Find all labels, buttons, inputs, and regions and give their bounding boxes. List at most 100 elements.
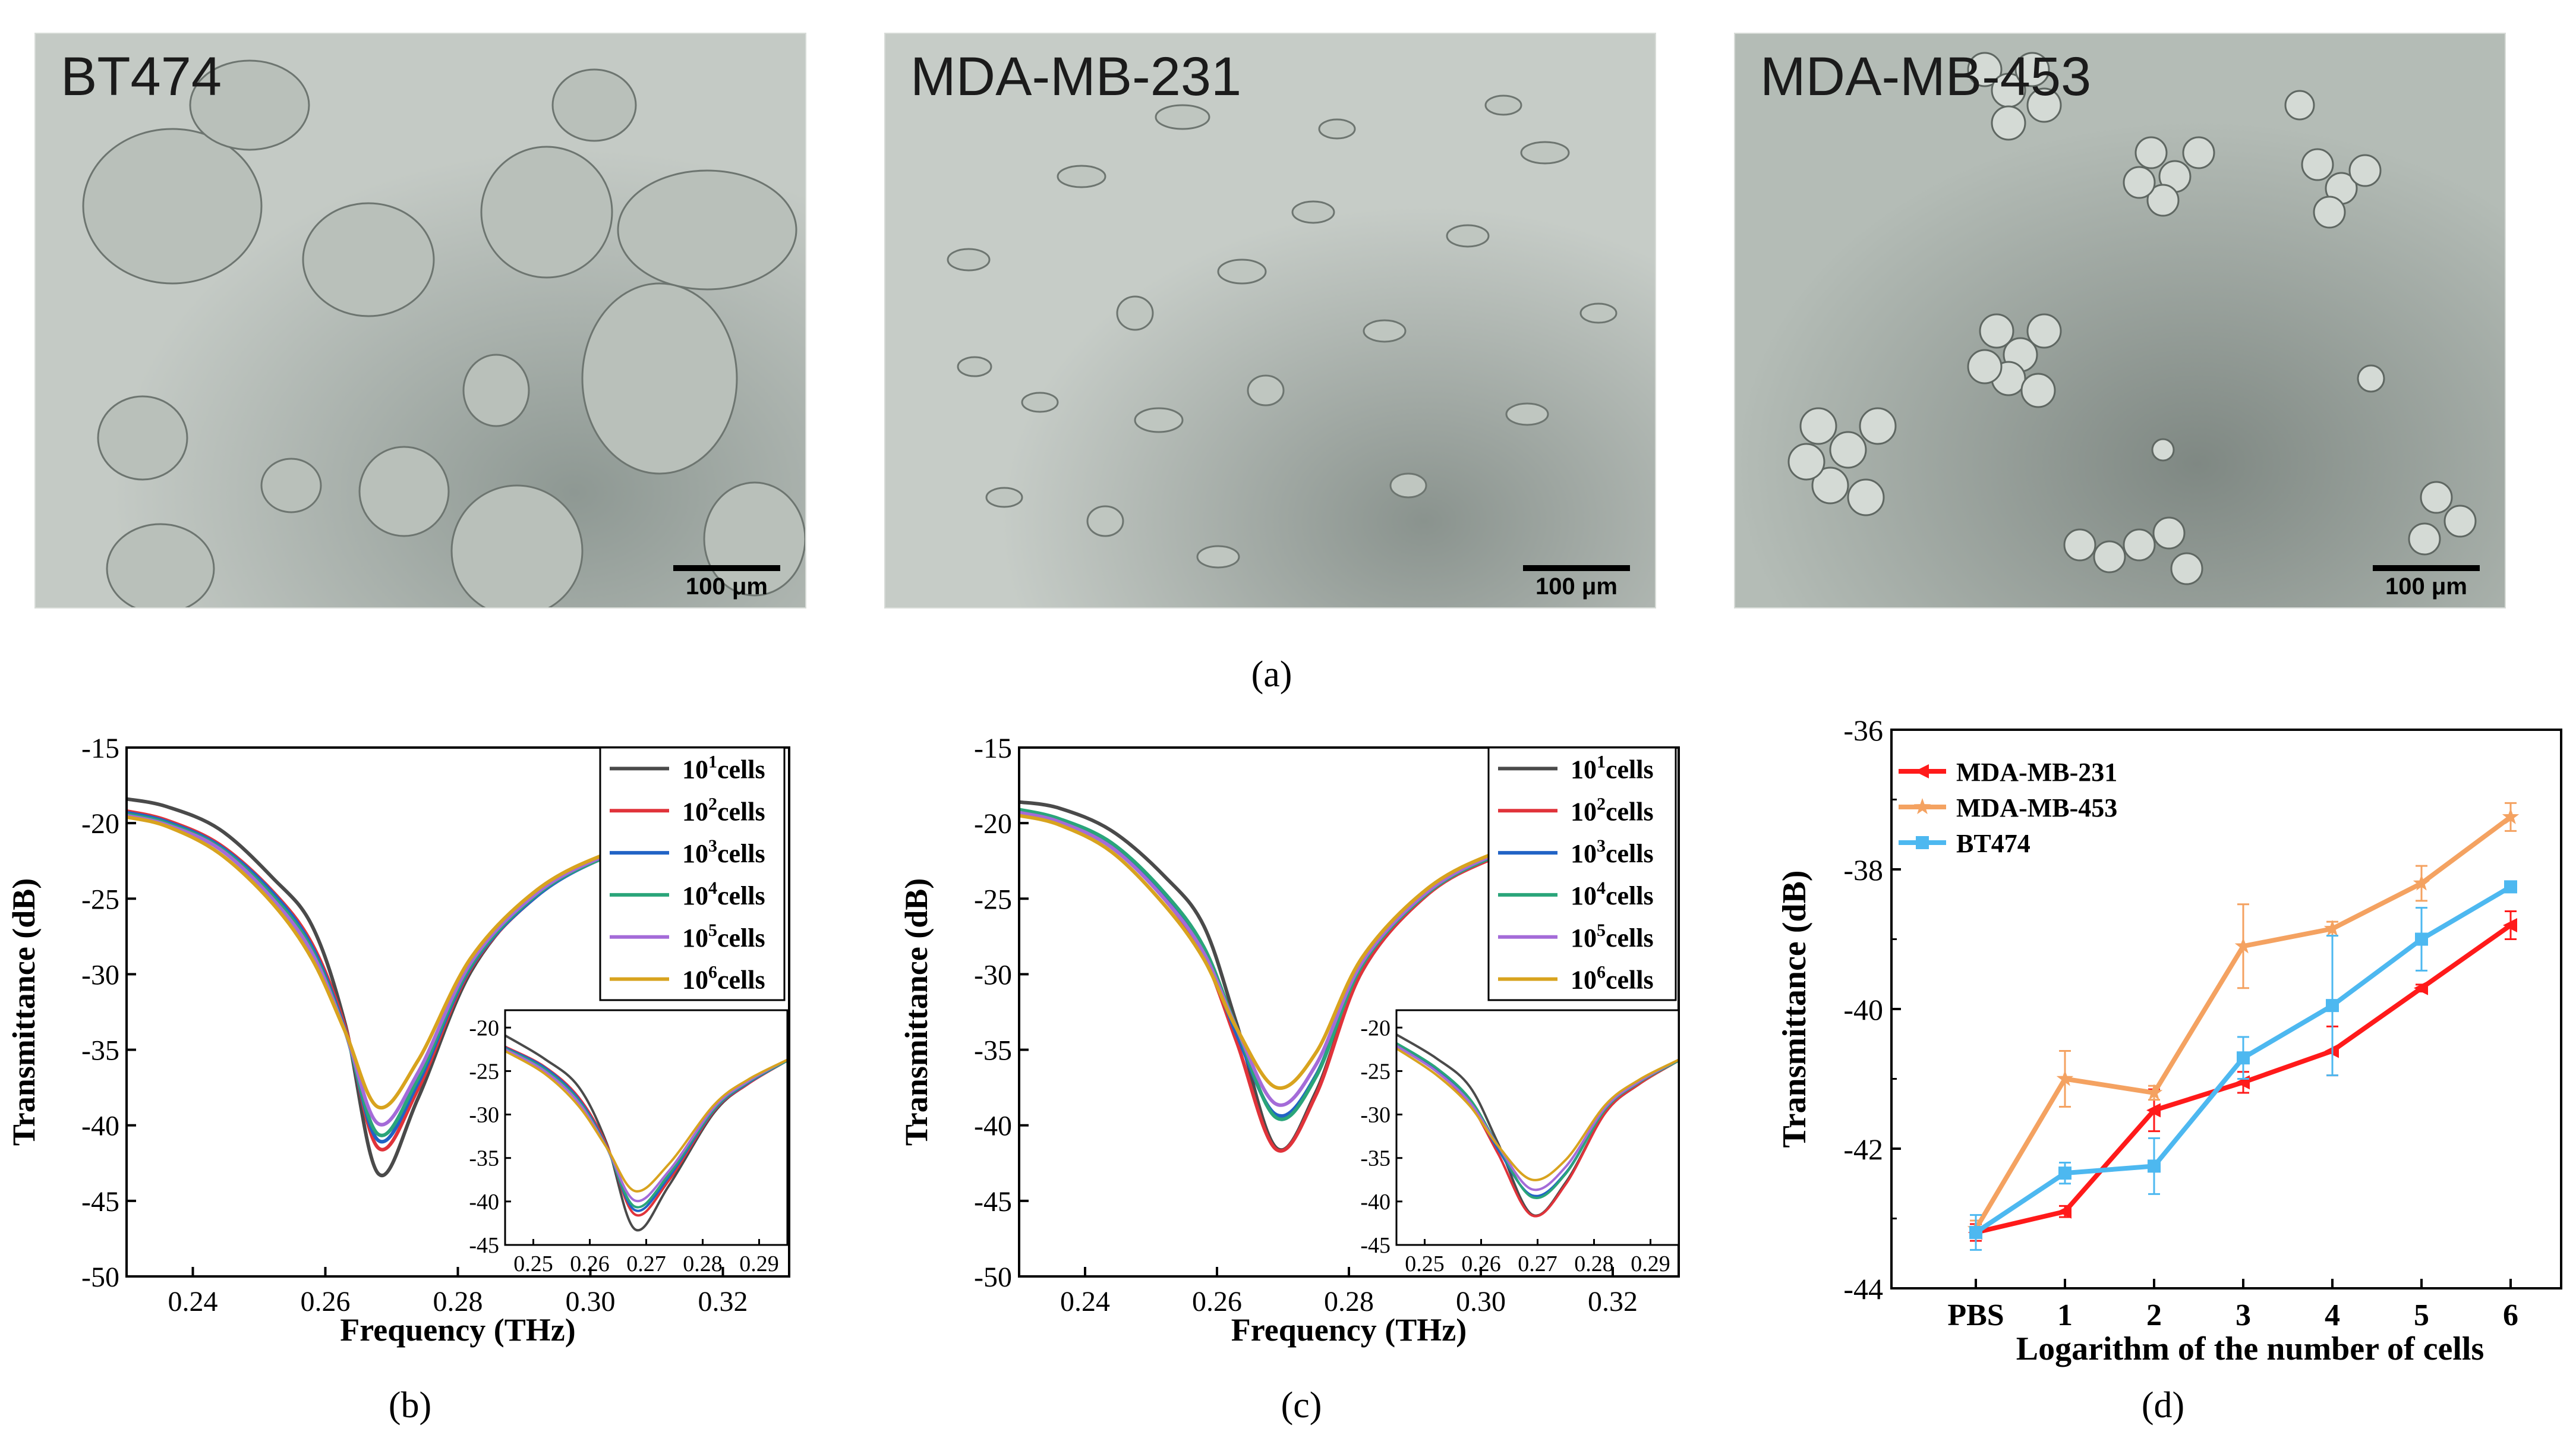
- x-tick-label: 0.24: [1060, 1286, 1110, 1317]
- x-axis-label: Frequency (THz): [1231, 1312, 1467, 1348]
- legend-entry: MDA-MB-453: [1956, 793, 2117, 822]
- inset-y-tick-label: -20: [469, 1016, 499, 1041]
- y-axis-label: Transmittance (dB): [6, 878, 42, 1146]
- inset-y-tick-label: -40: [469, 1190, 499, 1215]
- cell-image-mda-mb-453: [1735, 34, 2505, 607]
- inset-y-tick-label: -30: [1360, 1103, 1391, 1128]
- cell-image-mda-mb-231: [885, 34, 1655, 607]
- inset-x-tick-label: 0.26: [570, 1251, 610, 1276]
- inset-x-tick-label: 0.27: [1518, 1251, 1557, 1276]
- data-point: [2503, 918, 2517, 932]
- x-tick-label: 0.30: [566, 1286, 616, 1317]
- series-line-5: [1019, 811, 1547, 1107]
- x-tick-label: 0.30: [1456, 1286, 1506, 1317]
- legend-entry: 106cells: [1571, 963, 1654, 995]
- photo-mda-mb-453: MDA-MB-453 100 μm: [1734, 33, 2506, 609]
- legend-entry: 101cells: [682, 752, 765, 784]
- y-tick-label: -50: [974, 1262, 1012, 1293]
- inset-x-tick-label: 0.26: [1461, 1251, 1501, 1276]
- inset-series-line-5: [1396, 1045, 1679, 1191]
- inset-chart: 0.25 0.26 0.27 0.28 0.29 -20 -25 -30 -35 -40 -45: [1360, 1009, 1680, 1276]
- chart-d: PBS 1 2 3 4 5 6 -36 -38 -40 -42 -44 Logarithm of the…: [1776, 714, 2562, 1367]
- y-tick-label: -15: [974, 733, 1012, 764]
- scale-bar-line: [2373, 565, 2480, 571]
- photo-title: MDA-MB-453: [1760, 46, 2092, 107]
- x-axis-label: Frequency (THz): [340, 1312, 575, 1348]
- panel-label-c: (c): [1281, 1385, 1322, 1426]
- legend-entry: 102cells: [1571, 794, 1654, 826]
- x-tick-label: 0.26: [301, 1286, 351, 1317]
- inset-x-tick-label: 0.29: [1631, 1251, 1670, 1276]
- x-tick-label: 0.24: [168, 1286, 218, 1317]
- y-tick-label: -20: [81, 808, 119, 840]
- legend: 101cells 102cells 103cells 104cells 105cells…: [599, 746, 786, 1001]
- data-point: [2323, 919, 2341, 937]
- y-tick-label: -15: [81, 733, 119, 764]
- inset-y-tick-label: -45: [1360, 1233, 1391, 1258]
- legend-entry: 106cells: [682, 963, 765, 995]
- data-point: [2234, 937, 2252, 954]
- data-point: [2414, 980, 2428, 995]
- series-mda-mb-453: [1967, 802, 2520, 1238]
- inset-y-tick-label: -35: [469, 1146, 499, 1171]
- inset-background: [505, 1010, 787, 1245]
- y-tick-label: -42: [1843, 1133, 1883, 1166]
- data-point: [2146, 1103, 2161, 1118]
- scale-bar: 100 μm: [673, 565, 780, 600]
- data-point: [1913, 798, 1931, 815]
- y-axis-label: Transmittance (dB): [1776, 870, 1813, 1147]
- x-tick-label: PBS: [1947, 1298, 2004, 1332]
- y-tick-label: -50: [81, 1262, 119, 1293]
- y-axis-label: Transmittance (dB): [898, 878, 934, 1146]
- x-tick-label: 0.32: [698, 1286, 748, 1317]
- series-group: [1019, 800, 1547, 1153]
- data-point: [2413, 874, 2430, 891]
- scale-bar-label: 100 μm: [686, 573, 768, 600]
- y-tick-label: -45: [81, 1186, 119, 1218]
- inset-y-tick-label: -30: [469, 1103, 499, 1128]
- legend-entry: 103cells: [1571, 836, 1654, 868]
- inset-x-tick-label: 0.25: [513, 1251, 553, 1276]
- x-tick-label: 4: [2325, 1298, 2340, 1332]
- series-bt474: [1969, 880, 2517, 1251]
- y-tick-label: -36: [1843, 714, 1883, 747]
- x-tick-label: 0.32: [1588, 1286, 1638, 1317]
- y-tick-label: -40: [81, 1111, 119, 1142]
- legend-entry: 104cells: [682, 878, 765, 910]
- inset-background: [1396, 1010, 1679, 1245]
- inset-x-tick-label: 0.29: [739, 1251, 779, 1276]
- inset-chart: 0.25 0.26 0.27 0.28 0.29 -20 -25 -30 -35 -40 -45: [469, 1009, 789, 1276]
- inset-series-line-6: [505, 1050, 787, 1193]
- legend-frame: [599, 746, 786, 1001]
- inset-y-tick-label: -35: [1360, 1146, 1391, 1171]
- data-point: [2057, 1204, 2071, 1219]
- series-line-6: [127, 815, 657, 1110]
- data-point: [1969, 1226, 1982, 1239]
- cell-image-bt474: [36, 34, 805, 607]
- legend-frame: [1487, 746, 1677, 1001]
- inset-x-tick-label: 0.28: [683, 1251, 723, 1276]
- inset-y-tick-label: -40: [1360, 1190, 1391, 1215]
- y-tick-label: -45: [974, 1186, 1012, 1218]
- data-point: [1916, 836, 1929, 849]
- y-tick-label: -40: [1843, 993, 1883, 1026]
- y-tick-label: -44: [1843, 1272, 1883, 1306]
- legend-entry: 105cells: [1571, 920, 1654, 953]
- x-tick-label: 0.28: [433, 1286, 483, 1317]
- chart-b: 0.24 0.26 0.28 0.30 0.32 -15 -20 -25 -30 -35 -40 -4…: [6, 733, 790, 1348]
- photo-title: MDA-MB-231: [910, 46, 1242, 107]
- legend: MDA-MB-231 MDA-MB-453 BT474: [1899, 758, 2117, 858]
- y-tick-label: -38: [1843, 853, 1883, 887]
- photo-mda-mb-231: MDA-MB-231 100 μm: [884, 33, 1656, 609]
- inset-y-tick-label: -25: [469, 1059, 499, 1084]
- x-tick-label: 0.28: [1324, 1286, 1374, 1317]
- data-point: [2237, 1051, 2250, 1065]
- scale-bar-line: [673, 565, 780, 571]
- inset-x-tick-label: 0.28: [1574, 1251, 1614, 1276]
- series-line-6: [1019, 814, 1547, 1090]
- scale-bar: 100 μm: [1523, 565, 1630, 600]
- legend-entry: BT474: [1956, 829, 2030, 858]
- data-point: [2056, 1070, 2074, 1086]
- y-tick-label: -30: [974, 959, 1012, 991]
